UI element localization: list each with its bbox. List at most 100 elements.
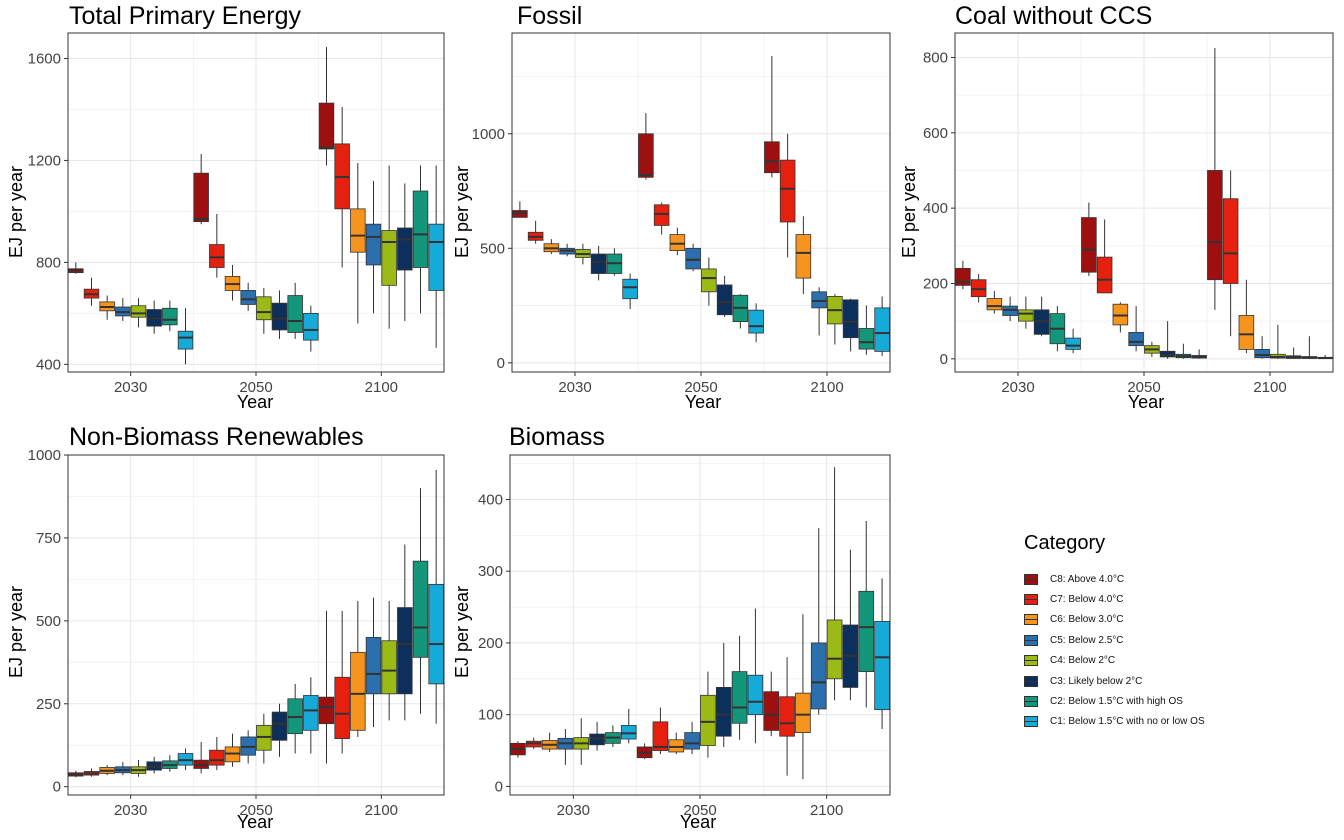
box-2100-6 <box>397 183 413 322</box>
chart-title: Fossil <box>517 2 583 30</box>
y-tick-label: 300 <box>478 563 503 580</box>
box <box>350 651 366 731</box>
box <box>209 749 225 766</box>
legend-item: C5: Below 2.5°C <box>1024 630 1205 650</box>
y-axis-label: EJ per year <box>452 585 472 678</box>
box-2100-7 <box>412 488 429 714</box>
box <box>810 642 827 710</box>
legend-item: C8: Above 4.0°C <box>1024 569 1205 589</box>
box <box>731 671 748 724</box>
box-2100-8 <box>874 296 890 356</box>
box-2050-5 <box>1144 341 1160 357</box>
box <box>638 133 654 178</box>
legend-item: C7: Below 4.0°C <box>1024 589 1205 609</box>
box-2050-1 <box>636 743 653 760</box>
box-2100-7 <box>412 165 429 314</box>
box-2100-6 <box>1285 347 1302 359</box>
box-2050-3 <box>1112 302 1129 333</box>
legend-label: C1: Below 1.5°C with no or low OS <box>1050 716 1205 728</box>
box-2050-8 <box>747 608 764 744</box>
legend-label: C8: Above 4.0°C <box>1050 573 1125 585</box>
box-2030-5 <box>573 718 590 765</box>
box <box>303 695 319 731</box>
x-tick-label: 2030 <box>1001 379 1034 396</box>
box-2050-7 <box>1175 343 1192 359</box>
y-tick-label: 1000 <box>472 126 505 143</box>
box <box>381 640 397 695</box>
box-2050-4 <box>1128 306 1144 352</box>
box-2050-1 <box>193 741 209 774</box>
box-2030-7 <box>606 248 623 276</box>
box-2100-6 <box>842 549 859 701</box>
box <box>334 676 350 740</box>
x-tick-label: 2050 <box>683 802 716 819</box>
box <box>412 560 429 658</box>
box <box>256 296 272 321</box>
box-2050-2 <box>209 213 225 278</box>
legend-swatch <box>1024 696 1038 708</box>
box-2030-3 <box>541 732 558 752</box>
legend-item: C4: Below 2°C <box>1024 651 1205 671</box>
x-axis-label: Year <box>1127 392 1165 412</box>
box-2100-1 <box>763 671 780 737</box>
box-2050-1 <box>193 154 209 225</box>
box-2050-8 <box>303 305 319 352</box>
panel-border <box>67 454 445 796</box>
box <box>177 330 194 350</box>
box-2100-7 <box>1301 336 1318 359</box>
box <box>1254 348 1270 359</box>
legend-label: C2: Below 1.5°C with high OS <box>1050 696 1183 708</box>
box-2050-2 <box>209 736 225 771</box>
legend-item: C6: Below 3.0°C <box>1024 610 1205 630</box>
box-2050-6 <box>1159 321 1176 359</box>
box <box>795 234 812 279</box>
box <box>318 696 335 725</box>
box-2050-7 <box>287 683 303 754</box>
box <box>747 674 764 716</box>
box-2100-8 <box>428 165 444 348</box>
x-tick-label: 2030 <box>114 802 147 819</box>
box <box>1081 217 1097 273</box>
box-2100-3 <box>350 600 366 737</box>
box <box>365 637 382 695</box>
box-2050-4 <box>240 282 256 311</box>
box <box>858 590 875 673</box>
box-2030-6 <box>590 246 607 281</box>
panel-border <box>509 454 891 796</box>
legend-label: C3: Likely below 2°C <box>1050 675 1143 687</box>
legend-swatch <box>1024 716 1038 728</box>
box <box>701 268 717 293</box>
box <box>858 328 875 350</box>
box-2100-1 <box>764 55 780 178</box>
box-2030-2 <box>83 768 100 777</box>
box-2050-6 <box>271 703 288 757</box>
box-2030-1 <box>510 741 526 758</box>
box-2030-4 <box>559 243 575 257</box>
box-2100-1 <box>318 610 335 764</box>
box-2050-1 <box>638 113 654 180</box>
y-tick-label: 400 <box>36 356 61 373</box>
box <box>303 312 319 341</box>
box <box>287 295 303 333</box>
box-2050-3 <box>669 227 686 256</box>
x-tick-label: 2100 <box>810 379 843 396</box>
box <box>669 234 686 252</box>
box <box>590 253 607 274</box>
box <box>653 204 670 226</box>
legend-label: C5: Below 2.5°C <box>1050 634 1124 646</box>
y-tick-label: 250 <box>36 696 61 713</box>
box <box>763 691 780 731</box>
box <box>1207 170 1223 281</box>
y-tick-label: 200 <box>923 275 948 292</box>
box-2030-4 <box>557 729 574 765</box>
x-tick-label: 2100 <box>365 379 398 396</box>
box <box>620 725 637 740</box>
box <box>716 284 733 316</box>
x-axis-label: Year <box>684 392 722 412</box>
x-axis-label: Year <box>236 392 274 412</box>
box-2100-1 <box>318 47 335 166</box>
